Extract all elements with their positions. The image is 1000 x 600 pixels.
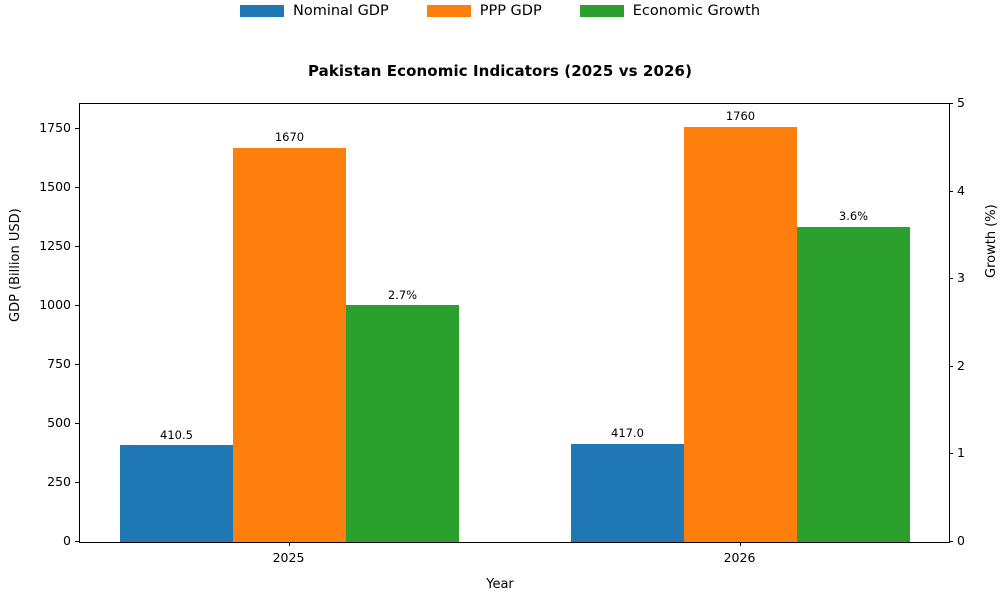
bar-value-label: 410.5 xyxy=(160,427,193,442)
y-tick-label-right: 2 xyxy=(957,357,965,373)
legend-label-nominal-gdp: Nominal GDP xyxy=(292,3,389,19)
y-tick-mark-left xyxy=(75,246,79,247)
chart-legend: Nominal GDP PPP GDP Economic Growth xyxy=(0,4,1000,19)
bar-value-label: 1760 xyxy=(725,109,756,124)
y-tick-mark-right xyxy=(949,453,953,455)
y-tick-mark-left xyxy=(75,128,79,129)
y-tick-label-left: 1000 xyxy=(39,296,71,312)
y-axis-label-right: Growth (%) xyxy=(984,204,999,278)
y-tick-mark-left xyxy=(75,541,79,542)
y-tick-label-right: 4 xyxy=(957,182,965,198)
bar-value-label: 2.7% xyxy=(387,287,418,302)
x-tick-label-2026: 2026 xyxy=(723,550,756,565)
y-tick-mark-left xyxy=(75,482,79,483)
y-tick-mark-left xyxy=(75,423,79,424)
y-tick-label-left: 250 xyxy=(47,473,71,489)
legend-item-nominal-gdp[interactable]: Nominal GDP xyxy=(239,3,389,19)
bar-2025-nominal-gdp xyxy=(120,445,233,542)
bar-2025-ppp-gdp xyxy=(233,147,346,542)
legend-swatch-economic-growth xyxy=(579,5,624,18)
x-tick-mark xyxy=(288,542,290,546)
y-tick-label-left: 1750 xyxy=(39,119,71,135)
bar-value-label: 1670 xyxy=(274,130,305,145)
y-tick-mark-left xyxy=(75,305,79,306)
y-tick-mark-right xyxy=(949,365,953,367)
chart-title: Pakistan Economic Indicators (2025 vs 20… xyxy=(307,62,693,80)
y-tick-label-right: 1 xyxy=(957,445,965,461)
bar-2026-nominal-gdp xyxy=(571,443,684,542)
plot-area: 410.5 417.0 1670 1760 2.7% 3.6% xyxy=(79,103,950,543)
y-tick-mark-left xyxy=(75,187,79,188)
y-tick-label-left: 0 xyxy=(63,532,71,548)
y-tick-mark-right xyxy=(949,103,953,104)
x-tick-label-2025: 2025 xyxy=(272,550,305,565)
legend-item-economic-growth[interactable]: Economic Growth xyxy=(579,3,761,19)
x-axis-label: Year xyxy=(486,577,514,592)
y-tick-label-right: 0 xyxy=(957,532,965,548)
y-tick-label-left: 1250 xyxy=(39,237,71,253)
bar-2026-economic-growth xyxy=(797,226,910,542)
bar-value-label: 3.6% xyxy=(838,209,869,224)
legend-label-economic-growth: Economic Growth xyxy=(632,3,761,19)
y-tick-mark-right xyxy=(949,190,953,192)
y-tick-label-right: 5 xyxy=(957,94,965,110)
legend-item-ppp-gdp[interactable]: PPP GDP xyxy=(426,3,542,19)
legend-swatch-ppp-gdp xyxy=(426,5,471,18)
y-tick-mark-right xyxy=(949,541,953,542)
y-tick-label-left: 1500 xyxy=(39,178,71,194)
legend-swatch-nominal-gdp xyxy=(239,5,284,18)
y-tick-mark-right xyxy=(949,278,953,280)
y-tick-mark-left xyxy=(75,364,79,365)
plot-inner: 410.5 417.0 1670 1760 2.7% 3.6% xyxy=(80,104,949,542)
y-tick-label-left: 500 xyxy=(47,414,71,430)
bar-2026-ppp-gdp xyxy=(684,126,797,542)
bar-value-label: 417.0 xyxy=(611,426,644,441)
bar-2025-economic-growth xyxy=(346,305,459,542)
y-tick-label-left: 750 xyxy=(47,355,71,371)
legend-label-ppp-gdp: PPP GDP xyxy=(479,3,542,19)
x-tick-mark xyxy=(739,542,741,546)
y-tick-label-right: 3 xyxy=(957,269,965,285)
